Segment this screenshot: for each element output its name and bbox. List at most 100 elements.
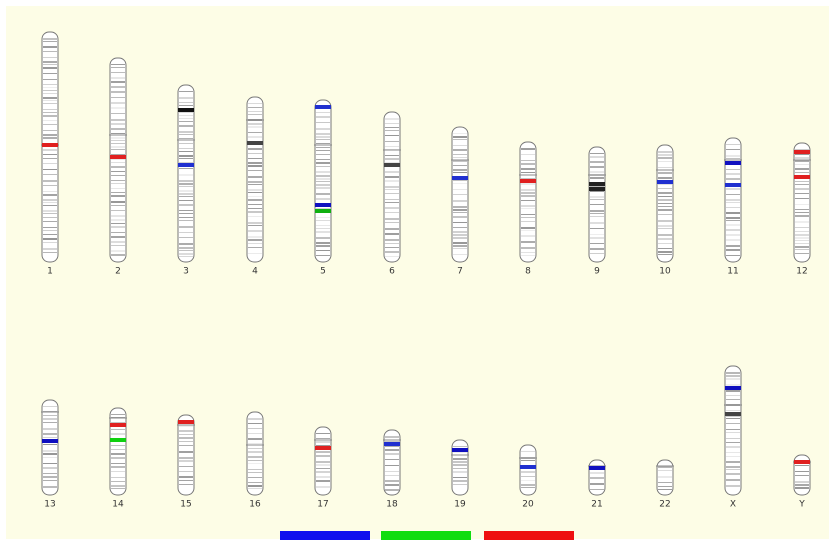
band (43, 450, 57, 452)
band (111, 429, 125, 430)
band (590, 156, 604, 158)
band (726, 158, 740, 159)
chromosome-label: 20 (522, 500, 534, 510)
band (316, 162, 330, 164)
band (726, 372, 740, 374)
band (385, 199, 399, 200)
band (111, 166, 125, 168)
band (316, 154, 330, 155)
band (726, 188, 740, 190)
band (795, 231, 809, 232)
band (453, 222, 467, 223)
band (316, 480, 330, 482)
band (111, 245, 125, 246)
band (111, 86, 125, 88)
band (111, 113, 125, 114)
chromosome: 5 (314, 100, 332, 277)
band (795, 221, 809, 223)
band (248, 114, 262, 115)
band (453, 248, 467, 249)
chromosome-label: 9 (594, 267, 600, 277)
band (726, 466, 740, 468)
band (111, 72, 125, 73)
band (179, 115, 193, 116)
band (43, 234, 57, 235)
chromosome-label: 14 (112, 500, 124, 510)
band (521, 252, 535, 253)
band (111, 223, 125, 224)
band (43, 217, 57, 218)
band (453, 157, 467, 158)
band (111, 466, 125, 468)
band (179, 220, 193, 221)
band (248, 485, 262, 487)
band (795, 168, 809, 170)
band (248, 189, 262, 191)
band (590, 210, 604, 212)
band (43, 467, 57, 469)
band (521, 487, 535, 488)
band (453, 468, 467, 469)
band (316, 112, 330, 113)
band (521, 200, 535, 201)
band (179, 213, 193, 214)
band (726, 410, 740, 411)
band (111, 91, 125, 93)
band (111, 188, 125, 189)
band (795, 246, 809, 248)
band (111, 195, 125, 197)
band (795, 243, 809, 244)
band (316, 220, 330, 221)
band (385, 484, 399, 486)
band (111, 236, 125, 238)
band (726, 245, 740, 247)
band (658, 196, 672, 197)
band (385, 180, 399, 182)
band (43, 185, 57, 186)
highlight-band (178, 108, 194, 112)
band (658, 203, 672, 204)
band (43, 453, 57, 455)
band (248, 488, 262, 489)
band (179, 226, 193, 228)
highlight-band (384, 442, 400, 446)
band (248, 456, 262, 458)
band (43, 57, 57, 58)
band (111, 140, 125, 141)
band (111, 128, 125, 130)
band (111, 232, 125, 233)
band (385, 475, 399, 476)
band (43, 163, 57, 164)
band (248, 176, 262, 178)
band (385, 256, 399, 257)
band (316, 139, 330, 140)
band (248, 153, 262, 154)
band (248, 170, 262, 171)
legend-red (484, 531, 574, 540)
band (521, 235, 535, 237)
band (726, 446, 740, 448)
band (385, 130, 399, 131)
band (453, 231, 467, 233)
band (111, 457, 125, 459)
band (111, 64, 125, 65)
band (248, 192, 262, 193)
band (726, 479, 740, 481)
chromosome: 12 (793, 143, 811, 277)
band (453, 477, 467, 478)
band (726, 456, 740, 457)
band (521, 241, 535, 243)
band (795, 172, 809, 173)
band (179, 131, 193, 133)
band (111, 485, 125, 487)
chromosome: 2 (109, 58, 127, 277)
band (795, 193, 809, 194)
band (179, 134, 193, 135)
band (453, 154, 467, 155)
band (179, 460, 193, 462)
band (179, 466, 193, 467)
band (316, 171, 330, 173)
chromosome-label: 5 (320, 267, 326, 277)
band (453, 169, 467, 171)
band (179, 148, 193, 149)
